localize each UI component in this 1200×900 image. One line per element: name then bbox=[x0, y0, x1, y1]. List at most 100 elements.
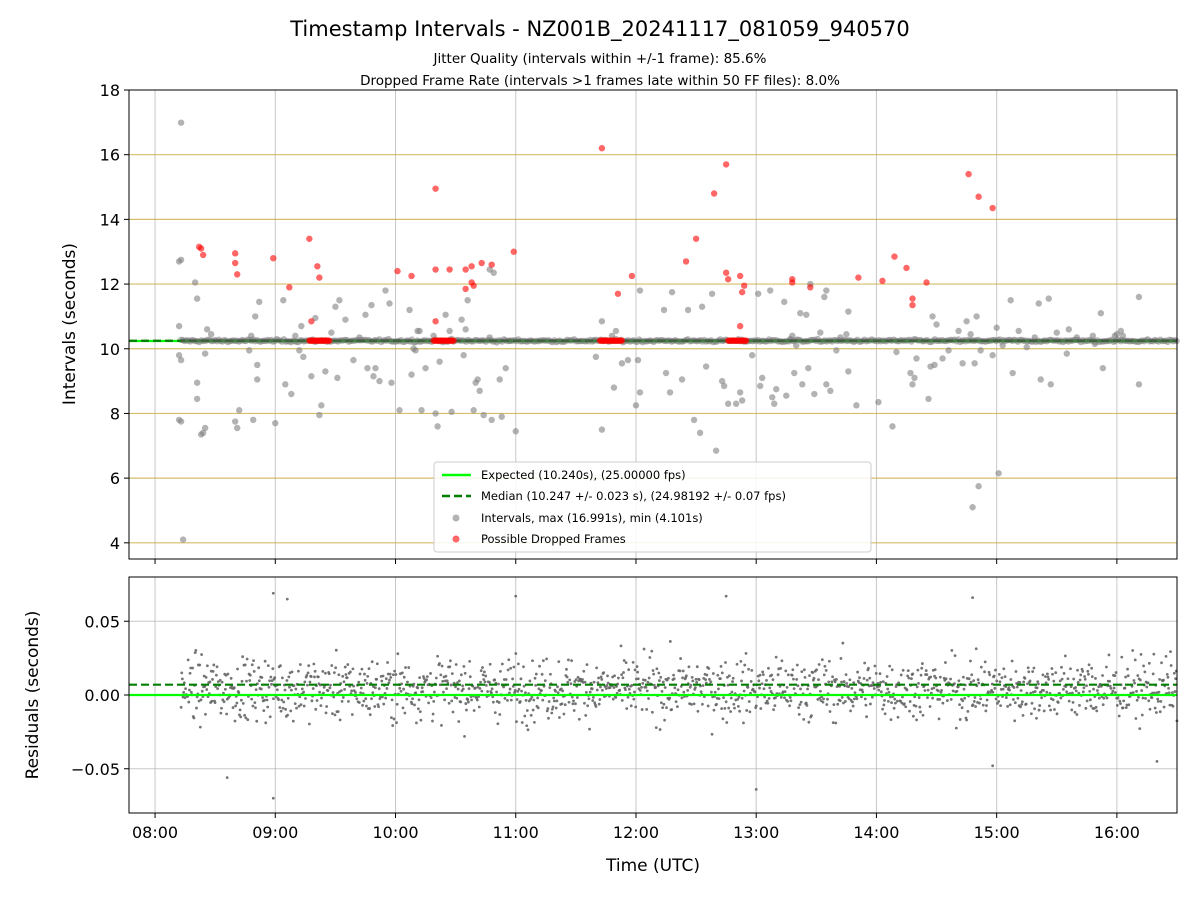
residual-point bbox=[425, 675, 429, 678]
residual-point bbox=[1028, 679, 1032, 683]
residual-point bbox=[416, 707, 420, 711]
residual-point bbox=[873, 664, 877, 668]
interval-point bbox=[412, 347, 419, 354]
residual-point bbox=[259, 687, 263, 691]
residual-point bbox=[850, 686, 854, 690]
residual-point bbox=[660, 689, 664, 693]
residual-point bbox=[690, 675, 694, 679]
residual-point bbox=[600, 678, 604, 681]
residual-point bbox=[198, 663, 202, 667]
residual-point bbox=[1094, 677, 1097, 680]
residual-point bbox=[899, 699, 902, 703]
residual-point bbox=[314, 707, 318, 711]
residual-point bbox=[1055, 712, 1059, 716]
interval-point bbox=[458, 316, 465, 323]
residual-point bbox=[1019, 705, 1022, 709]
residual-point bbox=[890, 668, 894, 672]
residual-point bbox=[457, 720, 461, 723]
interval-point bbox=[432, 410, 439, 417]
residual-point bbox=[243, 663, 247, 667]
residual-point bbox=[1116, 696, 1120, 700]
residual-point bbox=[851, 704, 855, 708]
legend-intervals-swatch bbox=[452, 514, 460, 522]
dropped-frame-point bbox=[232, 250, 239, 257]
residual-point bbox=[561, 689, 565, 693]
residual-point bbox=[663, 718, 666, 722]
residual-point bbox=[784, 669, 788, 673]
residual-point bbox=[393, 669, 397, 673]
residual-point bbox=[347, 700, 350, 703]
residual-point bbox=[670, 708, 674, 711]
interval-point bbox=[929, 313, 936, 320]
dropped-frame-point bbox=[478, 259, 485, 267]
residual-point bbox=[456, 687, 460, 691]
residual-point bbox=[956, 685, 960, 689]
interval-point bbox=[748, 352, 756, 359]
interval-point bbox=[1035, 300, 1042, 307]
residual-point bbox=[799, 700, 803, 704]
residual-point bbox=[350, 689, 354, 693]
residual-point bbox=[1058, 679, 1062, 683]
residual-point bbox=[392, 717, 396, 721]
x-tick-label: 10:00 bbox=[372, 823, 418, 842]
residual-point bbox=[516, 662, 520, 666]
residual-point bbox=[373, 705, 377, 708]
residual-point bbox=[654, 686, 658, 689]
interval-point bbox=[498, 413, 505, 420]
residual-point bbox=[440, 664, 444, 668]
residual-point bbox=[1097, 696, 1101, 700]
residual-point bbox=[398, 686, 402, 690]
residuals-expected-median-lines bbox=[129, 683, 1177, 697]
residual-point bbox=[658, 679, 661, 682]
interval-point bbox=[436, 358, 443, 365]
residual-point bbox=[1085, 684, 1088, 688]
residual-point bbox=[418, 676, 422, 680]
interval-point bbox=[248, 332, 255, 340]
residual-point bbox=[905, 688, 909, 692]
residual-point bbox=[872, 687, 876, 690]
interval-point bbox=[177, 119, 185, 126]
residual-point bbox=[753, 690, 757, 694]
residual-point bbox=[233, 719, 237, 723]
residual-point bbox=[1133, 658, 1137, 662]
residual-point bbox=[650, 710, 654, 714]
residual-point bbox=[630, 683, 634, 687]
residual-point bbox=[949, 697, 953, 701]
interval-point bbox=[480, 411, 487, 419]
residual-point bbox=[281, 706, 285, 710]
residual-point bbox=[863, 697, 867, 701]
residual-point bbox=[211, 669, 215, 673]
residual-point bbox=[287, 675, 291, 679]
residual-point bbox=[524, 691, 527, 695]
interval-point bbox=[1117, 327, 1125, 335]
residual-point bbox=[742, 721, 745, 725]
residual-point bbox=[470, 698, 473, 702]
interval-point bbox=[598, 318, 606, 325]
residual-point bbox=[499, 670, 502, 673]
residual-point bbox=[431, 712, 435, 716]
residual-point bbox=[624, 661, 628, 665]
residual-point bbox=[772, 708, 775, 712]
residuals-y-tick-label: −0.05 bbox=[71, 760, 120, 779]
residual-point bbox=[911, 714, 915, 718]
residual-point bbox=[657, 671, 661, 675]
dropped-frame-point bbox=[742, 337, 750, 344]
residual-point bbox=[1173, 690, 1177, 693]
dropped-frame-point bbox=[710, 190, 718, 197]
residual-point bbox=[726, 675, 729, 679]
residual-point bbox=[512, 665, 516, 669]
residual-point bbox=[1081, 669, 1085, 673]
residual-point bbox=[599, 675, 603, 679]
residual-point bbox=[597, 676, 600, 680]
residual-point bbox=[797, 706, 800, 710]
residual-point bbox=[484, 683, 488, 687]
dropped-frame-point bbox=[598, 145, 606, 152]
residual-point bbox=[292, 684, 296, 688]
residual-point bbox=[824, 669, 828, 672]
residual-point bbox=[534, 683, 538, 687]
residual-point bbox=[961, 699, 965, 703]
residuals-y-tick-label: 0.05 bbox=[84, 612, 120, 631]
residual-point bbox=[710, 732, 714, 736]
residual-point bbox=[749, 680, 753, 683]
residual-point bbox=[953, 682, 956, 686]
